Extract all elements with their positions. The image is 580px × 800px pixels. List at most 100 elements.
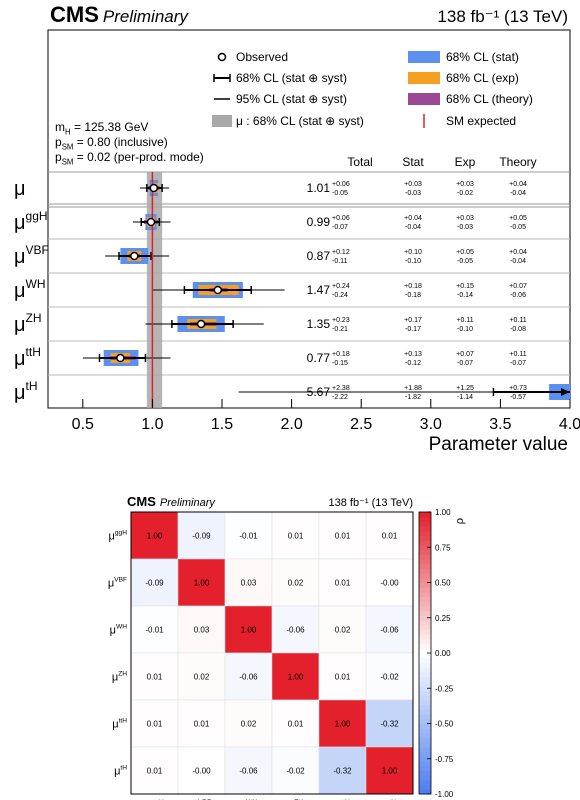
- cell-label: 0.02: [335, 626, 351, 635]
- header: CMS Preliminary: [50, 2, 189, 27]
- cell-label: 0.01: [194, 720, 210, 729]
- row-label-sup: ttH: [119, 718, 128, 725]
- legend-label: 68% CL (stat ⊕ syst): [236, 71, 347, 85]
- error-label: +0.18: [332, 351, 350, 358]
- error-label: +0.12: [332, 249, 350, 256]
- colorbar-step: [419, 779, 431, 786]
- colorbar-step: [419, 638, 431, 645]
- error-label: +0.05: [509, 215, 527, 222]
- observed-marker: [213, 285, 223, 295]
- error-label: +0.11: [509, 351, 526, 358]
- category-label: μVBF: [14, 243, 49, 268]
- colorbar-tick-label: 0.25: [435, 614, 451, 623]
- error-label: -2.22: [332, 394, 348, 401]
- colorbar-tick-label: -0.25: [435, 684, 454, 693]
- colorbar-step: [419, 568, 431, 574]
- category-label-base: μ: [14, 314, 26, 336]
- colorbar-step: [419, 620, 431, 626]
- error-label: -0.12: [405, 360, 421, 367]
- error-label: -0.04: [510, 258, 526, 265]
- colorbar-step: [419, 747, 431, 753]
- observed-marker: [146, 217, 156, 227]
- error-label: +0.03: [456, 215, 474, 222]
- colorbar-step: [419, 765, 431, 771]
- colorbar-label: ρ: [454, 518, 466, 524]
- x-tick-label: 3.0: [420, 416, 442, 433]
- colorbar-step: [419, 728, 431, 734]
- legend-label: 95% CL (stat ⊕ syst): [236, 92, 347, 106]
- colorbar-step: [419, 606, 431, 612]
- colorbar-tick-label: -0.75: [435, 755, 454, 764]
- error-label: +0.06: [332, 215, 350, 222]
- colorbar-step: [419, 591, 431, 598]
- error-label: -0.14: [457, 292, 473, 299]
- colorbar-step: [419, 789, 431, 795]
- cell-label: 0.01: [335, 673, 351, 682]
- error-label: -0.11: [332, 258, 348, 265]
- legend-label: Observed: [236, 50, 288, 64]
- x-tick-label: 2.5: [350, 416, 372, 433]
- error-label: +0.04: [509, 249, 527, 256]
- row-label: μZH: [112, 671, 127, 684]
- colorbar-tick-label: 0.75: [435, 543, 451, 552]
- cell: [365, 746, 414, 795]
- x-tick-label: 2.0: [280, 416, 302, 433]
- category-label-base: μ: [14, 178, 26, 200]
- legend-label: 68% CL (stat): [446, 50, 519, 64]
- category-label-base: μ: [14, 212, 26, 234]
- cell-label: -0.00: [192, 767, 211, 776]
- cell-label: 1.00: [382, 767, 398, 776]
- cms-label: CMS: [127, 494, 156, 509]
- colorbar-step: [419, 695, 431, 701]
- category-label-sup: WH: [26, 277, 46, 291]
- error-label: -0.10: [405, 258, 421, 265]
- colorbar-step: [419, 681, 431, 687]
- error-label: +0.11: [456, 317, 473, 324]
- legend-exp-marker: [408, 72, 440, 84]
- cell-label: -0.32: [333, 767, 352, 776]
- cell-label: 0.02: [194, 673, 210, 682]
- cell: [130, 746, 179, 795]
- value-label: 0.77: [307, 351, 331, 365]
- x-tick-label: 0.5: [72, 416, 94, 433]
- annotation-sub: SM: [62, 158, 74, 167]
- colorbar-tick-label: 0.00: [435, 649, 451, 658]
- x-axis-label: Parameter value: [429, 434, 568, 455]
- cell: [177, 558, 226, 607]
- error-label: -0.05: [332, 190, 348, 197]
- error-label: -0.17: [405, 326, 421, 333]
- colorbar-step: [419, 671, 431, 677]
- cell-label: -0.02: [380, 673, 399, 682]
- annotation-sub: H: [65, 128, 71, 137]
- error-label: +0.06: [332, 181, 350, 188]
- cell-label: -0.32: [380, 720, 399, 729]
- error-label: -0.18: [405, 292, 421, 299]
- category-label: μttH: [14, 345, 41, 370]
- cell: [271, 699, 320, 748]
- error-label: -1.82: [405, 394, 421, 401]
- plot-area: [82, 172, 570, 408]
- cell: [224, 605, 273, 654]
- cell-label: -0.01: [145, 626, 164, 635]
- colorbar-step: [419, 643, 431, 649]
- row-label: μWH: [110, 624, 128, 637]
- row-label: μtH: [114, 765, 127, 778]
- column-header: Exp: [455, 155, 476, 169]
- colorbar-step: [419, 761, 431, 767]
- annotation-base: p: [55, 150, 62, 164]
- colorbar-step: [419, 601, 431, 607]
- error-label: -0.03: [405, 190, 421, 197]
- legend-label: 68% CL (exp): [446, 71, 519, 85]
- colorbar-step: [419, 667, 431, 673]
- column-header: Total: [347, 155, 372, 169]
- error-label: -0.05: [457, 258, 473, 265]
- category-label: μtH: [14, 379, 38, 404]
- error-label: +0.07: [456, 351, 474, 358]
- colorbar-step: [419, 624, 431, 630]
- category-label-sup: ZH: [26, 311, 42, 325]
- legend-stat-marker: [408, 51, 440, 63]
- error-label: +0.18: [404, 283, 422, 290]
- colorbar-tick-label: 0.50: [435, 579, 451, 588]
- colorbar-step: [419, 648, 431, 654]
- row-label-base: μ: [109, 531, 115, 543]
